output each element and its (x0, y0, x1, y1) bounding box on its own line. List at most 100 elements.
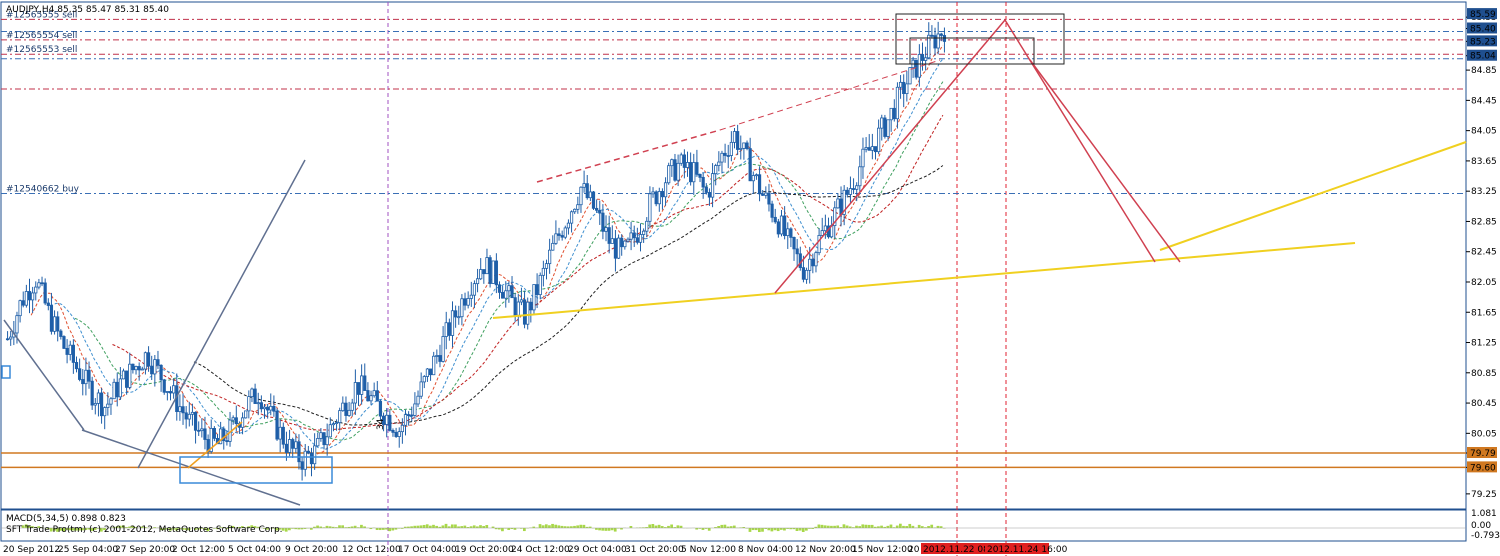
macd-bar (742, 527, 746, 528)
candle-body (52, 316, 57, 332)
macd-bar (331, 526, 335, 528)
macd-bar (554, 524, 558, 528)
candle-body (203, 428, 207, 440)
candle-body (729, 141, 733, 156)
candle-body (24, 291, 28, 306)
candle-body (156, 359, 160, 366)
candle-body (137, 366, 141, 371)
candle-body (877, 127, 881, 153)
macd-bar (579, 524, 583, 528)
macd-bar (595, 528, 598, 530)
macd-bar (466, 527, 470, 528)
candle-body (56, 316, 60, 332)
y-tick-label: 82.45 (1471, 248, 1497, 258)
candle-body (804, 269, 809, 280)
macd-bar (648, 524, 652, 528)
price-badge: 85.59 (1470, 10, 1496, 20)
candle-body (585, 183, 589, 199)
macd-bar (162, 528, 166, 531)
macd-bar (930, 524, 934, 528)
macd-bar (767, 528, 771, 531)
candle-body (247, 396, 251, 412)
macd-bar (181, 528, 185, 530)
macd-bar (660, 526, 664, 528)
candle-body (140, 368, 144, 371)
macd-bar (247, 526, 250, 528)
macd-bar (382, 528, 385, 530)
candle-body (125, 370, 129, 388)
candle-body (663, 182, 668, 198)
candle-body (638, 234, 643, 243)
macd-bar (463, 525, 467, 528)
candle-body (5, 338, 10, 341)
candle-body (933, 35, 937, 49)
candle-body (407, 414, 411, 416)
macd-bar (215, 528, 219, 530)
y-tick-label: 81.65 (1471, 308, 1497, 318)
macd-bar (889, 524, 893, 528)
candle-body (193, 411, 198, 431)
macd-bar (388, 528, 391, 532)
macd-bar (74, 528, 78, 531)
x-tick-label: 2 Oct 12:00 (172, 545, 225, 555)
candle-body (181, 406, 185, 414)
macd-bar (585, 526, 589, 528)
x-tick-label: 8 Nov 04:00 (738, 545, 793, 555)
channel-line (1029, 59, 1181, 263)
macd-bar (385, 528, 388, 530)
candle-body (873, 146, 878, 153)
candle-body (366, 390, 370, 402)
macd-bar (454, 524, 457, 528)
macd-bar (532, 526, 536, 528)
macd-bar (40, 527, 44, 528)
candle-body (924, 57, 928, 61)
order-label: #12540662 buy (6, 184, 80, 194)
macd-bar (347, 526, 351, 528)
macd-bar (664, 527, 667, 528)
x-tick-label: 31 Oct 20:00 (625, 545, 684, 555)
macd-bar (338, 525, 341, 528)
trend-line (3, 319, 85, 431)
candle-body (814, 252, 818, 267)
candle-body (620, 237, 624, 248)
candle-body (266, 406, 270, 411)
x-tick-label: 5 Oct 04:00 (228, 545, 281, 555)
candle-body (432, 355, 436, 376)
macd-bar (501, 528, 504, 532)
macd-bar (924, 527, 927, 528)
y-tick-label: 83.65 (1471, 157, 1497, 167)
macd-bar (902, 525, 905, 528)
macd-bar (936, 525, 940, 528)
macd-bar (541, 525, 545, 528)
macd-bar (905, 526, 908, 528)
candle-body (250, 388, 254, 397)
macd-bar (723, 524, 727, 528)
candle-body (300, 461, 304, 470)
macd-bar (607, 528, 611, 531)
macd-bar (21, 525, 25, 528)
macd-bar (510, 528, 514, 530)
candle-body (704, 186, 708, 193)
candle-body (422, 376, 426, 383)
macd-bar (604, 528, 608, 531)
macd-bar (895, 525, 899, 528)
macd-bar (128, 526, 131, 528)
macd-bar (78, 528, 81, 531)
candle-body (27, 291, 32, 301)
candle-body (905, 83, 909, 95)
candle-body (823, 225, 827, 232)
candle-body (96, 392, 101, 404)
macd-bar (472, 525, 476, 528)
left-marker-box (1, 365, 11, 379)
candle-body (416, 395, 420, 405)
candle-body (463, 298, 467, 306)
candle-body (294, 441, 298, 449)
macd-bar (125, 527, 128, 528)
macd-bar (886, 525, 890, 528)
candle-body (576, 204, 580, 210)
macd-bar (325, 525, 329, 528)
macd-bar (701, 528, 705, 530)
candle-body (682, 154, 686, 168)
macd-bar (645, 527, 648, 528)
macd-bar (344, 527, 348, 528)
